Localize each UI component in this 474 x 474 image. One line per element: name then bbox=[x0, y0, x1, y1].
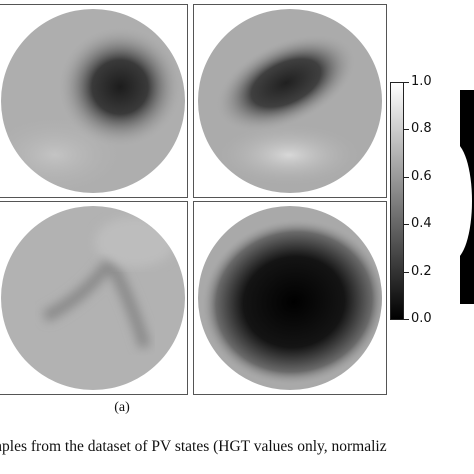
heatmap-panel-1 bbox=[0, 4, 188, 198]
colorbar-tick-label: 1.0 bbox=[411, 74, 432, 89]
subfigure-label: (a) bbox=[114, 400, 130, 415]
heatmap-image-2 bbox=[198, 9, 382, 193]
colorbar-tick bbox=[404, 82, 409, 83]
colorbar-tick-label: 0.0 bbox=[411, 311, 432, 326]
colorbar-tick-label: 0.6 bbox=[411, 169, 432, 184]
colorbar-tick bbox=[404, 272, 409, 273]
colorbar-tick-label: 0.8 bbox=[411, 121, 432, 136]
heatmap-image-4 bbox=[198, 206, 382, 390]
heatmap-panel-3 bbox=[0, 201, 188, 395]
colorbar-tick-label: 0.2 bbox=[411, 264, 432, 279]
figure-caption: mples from the dataset of PV states (HGT… bbox=[0, 438, 387, 455]
colorbar-tick bbox=[404, 129, 409, 130]
heatmap-image-1 bbox=[1, 9, 185, 193]
colorbar-tick-label: 0.4 bbox=[411, 216, 432, 231]
adjacent-mask-panel bbox=[460, 90, 474, 304]
colorbar-tick bbox=[404, 319, 409, 320]
heatmap-panel-2 bbox=[193, 4, 387, 198]
colorbar-tick bbox=[404, 177, 409, 178]
colorbar bbox=[390, 82, 404, 320]
heatmap-panel-4 bbox=[193, 201, 387, 395]
colorbar-tick bbox=[404, 224, 409, 225]
heatmap-image-3 bbox=[1, 206, 185, 390]
mask-ellipse bbox=[460, 142, 472, 260]
